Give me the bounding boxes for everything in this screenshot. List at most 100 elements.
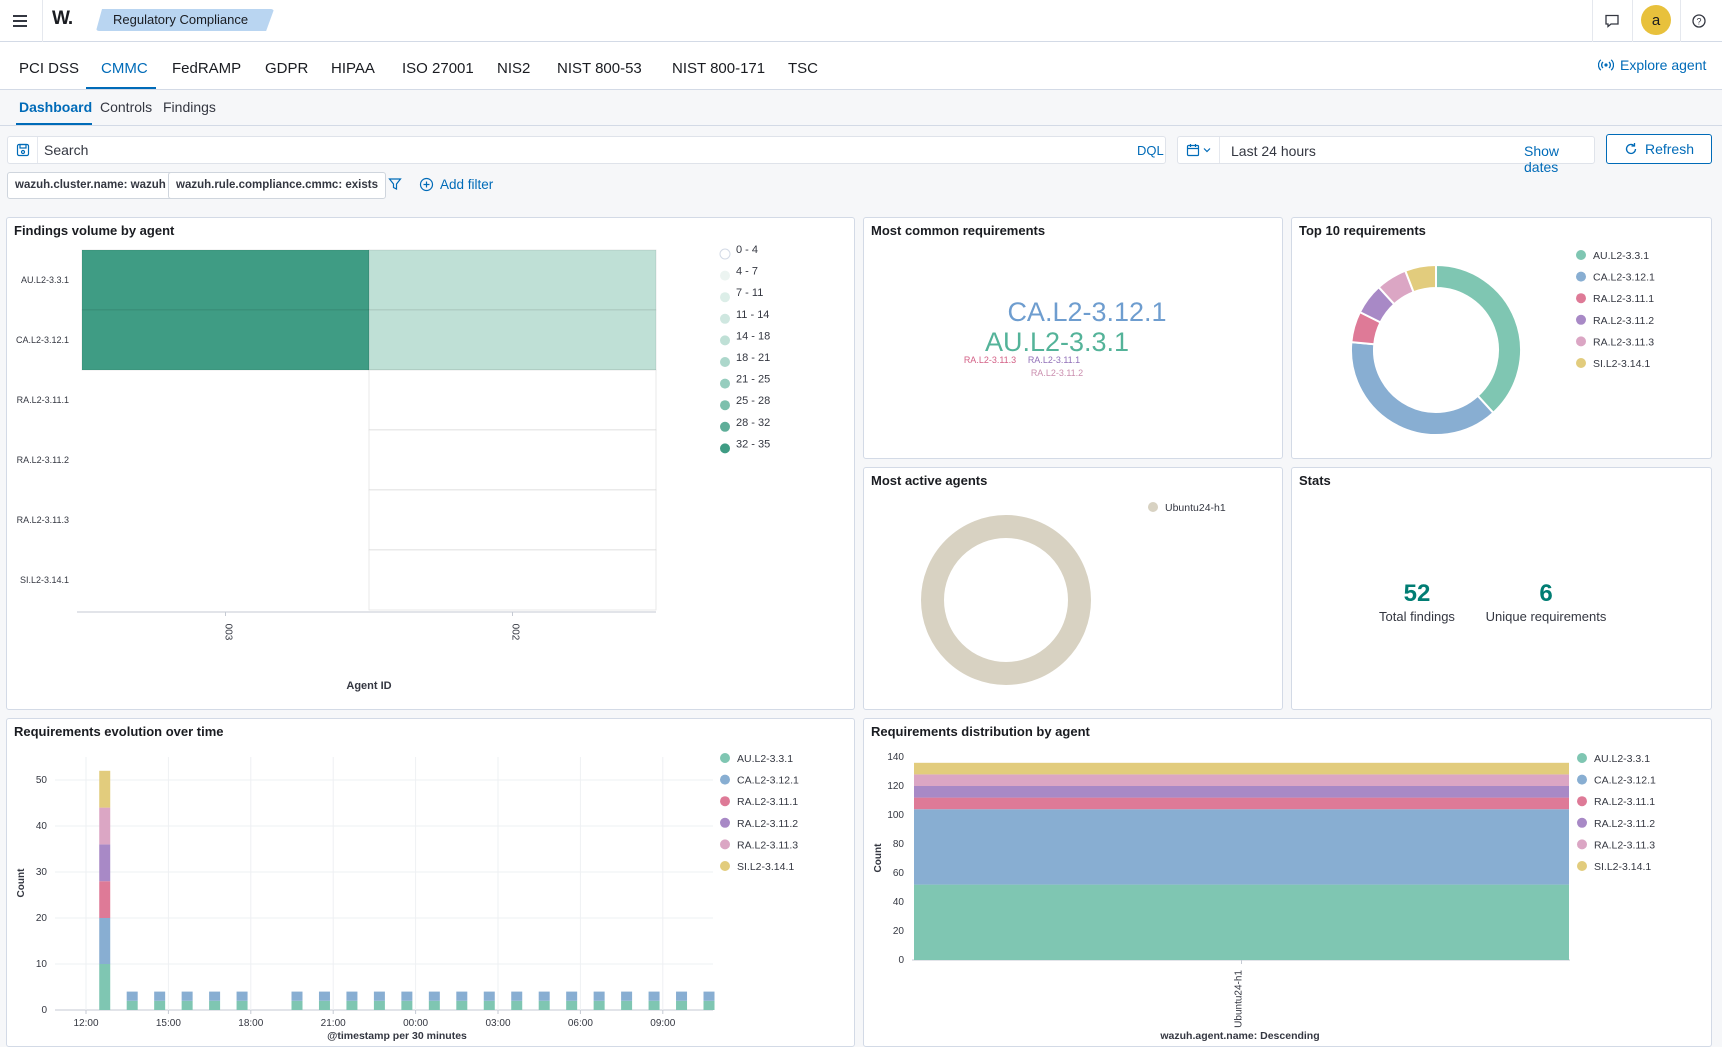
help-icon[interactable]: ? xyxy=(1686,8,1712,34)
y-axis-title: Count xyxy=(16,868,27,898)
tab-gdpr[interactable]: GDPR xyxy=(265,60,309,77)
refresh-button[interactable]: Refresh xyxy=(1606,134,1712,164)
legend-label-ca-l2-3-12-1: CA.L2-3.12.1 xyxy=(1594,775,1656,787)
heatmap-cell-au-l2-3-3-1-003 xyxy=(81,249,370,311)
y-tick-label: 20 xyxy=(893,926,905,937)
calendar-icon[interactable] xyxy=(1178,137,1220,163)
legend-label-ra-l2-3-11-2: RA.L2-3.11.2 xyxy=(1594,818,1655,830)
legend-dot-si-l2-3-14-1 xyxy=(720,861,730,871)
legend-dot-25-28 xyxy=(720,400,730,411)
bar-au-l2-3-3-1-04-30 xyxy=(538,1000,550,1010)
bar-ca-l2-3-12-1-22-30 xyxy=(373,991,385,1001)
legend-dot-21-25 xyxy=(720,378,730,389)
y-tick-label: 140 xyxy=(887,752,904,763)
legend-label-ra-l2-3-11-2: RA.L2-3.11.2 xyxy=(737,818,798,830)
legend-label-ra-l2-3-11-3: RA.L2-3.11.3 xyxy=(737,839,798,851)
y-tick-label: AU.L2-3.3.1 xyxy=(21,275,69,285)
bar-au-l2-3-3-1-21-30 xyxy=(346,1000,358,1010)
tab-tsc[interactable]: TSC xyxy=(788,60,818,77)
panel-title: Most active agents xyxy=(871,473,988,488)
bar-si-l2-3-14-1-ubuntu24-h1 xyxy=(914,762,1569,775)
query-language-button[interactable]: DQL xyxy=(1137,143,1164,158)
bar-ca-l2-3-12-1-01-30 xyxy=(456,991,468,1001)
word-ra-l2-3-11-3[interactable]: RA.L2-3.11.3 xyxy=(964,355,1016,365)
tab-fedramp[interactable]: FedRAMP xyxy=(172,60,242,77)
bar-ca-l2-3-12-1-16-30 xyxy=(209,991,221,1001)
findings-volume-panel: Findings volume by agent AU.L2-3.3.1 CA.L… xyxy=(6,217,855,710)
tab-nist-800-53[interactable]: NIST 800-53 xyxy=(557,60,642,77)
explore-agent-button[interactable]: Explore agent xyxy=(1598,57,1706,73)
legend-dot-ra-l2-3-11-1 xyxy=(720,796,730,807)
x-tick-label: 18:00 xyxy=(238,1018,263,1029)
bar-au-l2-3-3-1-20-30 xyxy=(318,1000,330,1010)
bar-ra-l2-3-11-3-ubuntu24-h1 xyxy=(914,774,1569,786)
filter-pill-cluster[interactable]: wazuh.cluster.name: wazuh xyxy=(7,172,174,199)
avatar[interactable]: a xyxy=(1641,5,1671,35)
bar-ca-l2-3-12-1-06-30 xyxy=(593,991,605,1001)
bar-ca-l2-3-12-1-10-30 xyxy=(703,991,715,1001)
tab-cmmc[interactable]: CMMC xyxy=(101,60,148,77)
bar-au-l2-3-3-1-12-30 xyxy=(99,964,111,1010)
bar-ca-l2-3-12-1-12-30 xyxy=(99,918,111,964)
active-agents-panel: Most active agents Ubuntu24-h1 xyxy=(863,467,1283,710)
query-bar: DQL xyxy=(7,136,1166,164)
bar-ca-l2-3-12-1-23-30 xyxy=(401,991,413,1001)
tab-iso-27001[interactable]: ISO 27001 xyxy=(402,60,474,77)
word-ra-l2-3-11-1[interactable]: RA.L2-3.11.1 xyxy=(1028,355,1080,365)
subtab-dashboard[interactable]: Dashboard xyxy=(19,99,93,115)
chat-icon[interactable] xyxy=(1599,8,1625,34)
y-tick-label: 0 xyxy=(41,1005,47,1016)
x-tick-label: 06:00 xyxy=(568,1018,593,1029)
tab-pci-dss[interactable]: PCI DSS xyxy=(19,60,80,77)
tab-nist-800-171[interactable]: NIST 800-171 xyxy=(672,60,766,77)
legend-dot-ra-l2-3-11-3 xyxy=(1576,336,1586,347)
heatmap-cell-si-l2-3-14-1-002 xyxy=(368,549,657,611)
y-tick-label: 50 xyxy=(36,775,48,786)
show-dates-button[interactable]: Show dates xyxy=(1524,143,1560,175)
bar-ca-l2-3-12-1-17-30 xyxy=(236,991,248,1001)
bar-au-l2-3-3-1-00-30 xyxy=(428,1000,440,1010)
bar-ca-l2-3-12-1-09-30 xyxy=(676,991,688,1001)
refresh-icon xyxy=(1625,143,1637,155)
legend-dot-ra-l2-3-11-2 xyxy=(1576,314,1586,325)
tab-hipaa[interactable]: HIPAA xyxy=(331,60,375,77)
tab-nis2[interactable]: NIS2 xyxy=(497,60,531,77)
bar-ca-l2-3-12-1-19-30 xyxy=(291,991,303,1001)
y-tick-label: 100 xyxy=(887,810,904,821)
bar-au-l2-3-3-1-07-30 xyxy=(621,1000,633,1010)
legend-dot-ra-l2-3-11-2 xyxy=(720,817,730,828)
bar-ra-l2-3-11-2-12-30 xyxy=(99,844,111,882)
legend-label-14-18: 14 - 18 xyxy=(736,330,770,342)
time-range[interactable]: Last 24 hours xyxy=(1231,143,1316,159)
subtab-findings[interactable]: Findings xyxy=(163,99,216,115)
filter-icon[interactable] xyxy=(388,177,402,194)
date-picker: Last 24 hours Show dates xyxy=(1177,136,1595,175)
legend-label-25-28: 25 - 28 xyxy=(736,395,770,407)
saved-queries-icon[interactable] xyxy=(8,137,38,163)
word-au-l2-3-3-1[interactable]: AU.L2-3.3.1 xyxy=(985,327,1129,357)
bar-ca-l2-3-12-1-02-30 xyxy=(483,991,495,1001)
legend-dot-ca-l2-3-12-1 xyxy=(1577,774,1587,785)
breadcrumb[interactable]: Regulatory Compliance xyxy=(96,9,274,31)
bar-ca-l2-3-12-1-08-30 xyxy=(648,991,660,1001)
legend-dot-ubuntu24-h1 xyxy=(1148,502,1158,512)
bar-au-l2-3-3-1-05-30 xyxy=(566,1000,578,1010)
x-tick-label: 003 xyxy=(223,624,234,641)
subtab-controls[interactable]: Controls xyxy=(100,99,153,115)
menu-icon[interactable] xyxy=(10,9,34,33)
requirements-evolution-panel: Requirements evolution over time 0 10 20 30… xyxy=(6,718,855,1047)
word-ra-l2-3-11-2[interactable]: RA.L2-3.11.2 xyxy=(1031,368,1083,378)
add-filter-button[interactable]: Add filter xyxy=(419,177,493,192)
refresh-label: Refresh xyxy=(1644,141,1695,157)
word-ca-l2-3-12-1[interactable]: CA.L2-3.12.1 xyxy=(1007,297,1166,327)
common-requirements-panel: Most common requirements CA.L2-3.12.1 AU… xyxy=(863,217,1283,459)
panel-title: Requirements evolution over time xyxy=(14,724,224,739)
x-tick-label: 21:00 xyxy=(321,1018,346,1029)
x-tick-label: 12:00 xyxy=(73,1018,98,1029)
bar-au-l2-3-3-1-19-30 xyxy=(291,1000,303,1010)
search-input[interactable] xyxy=(44,137,1114,163)
logo[interactable]: W. xyxy=(52,8,73,29)
filter-pill-cmmc[interactable]: wazuh.rule.compliance.cmmc: exists xyxy=(168,172,386,199)
bar-ca-l2-3-12-1-ubuntu24-h1 xyxy=(914,809,1569,885)
legend-label-ra-l2-3-11-3: RA.L2-3.11.3 xyxy=(1594,839,1655,851)
